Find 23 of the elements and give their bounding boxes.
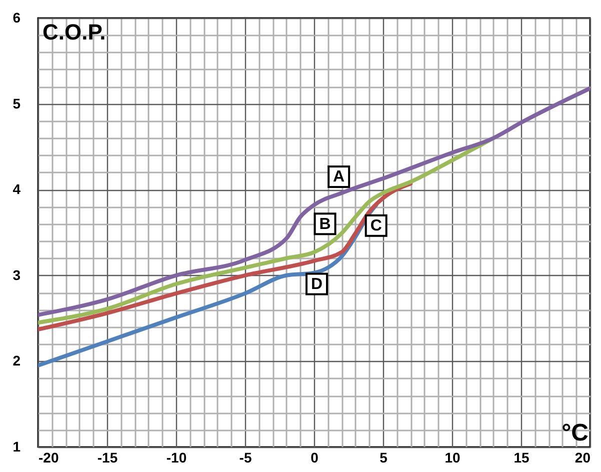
line-series: [38, 86, 590, 317]
y-tick-label: 3: [12, 266, 21, 283]
annotation: B: [319, 216, 331, 233]
y-tick-label: 1: [12, 438, 21, 454]
x-tick-label: 15: [514, 450, 530, 466]
x-tick-label: -10: [166, 450, 187, 466]
y-tick-label: 4: [12, 181, 21, 198]
annotation: A: [333, 168, 346, 186]
x-tick-label: 5: [380, 450, 388, 466]
y-tick-label: 6: [12, 10, 21, 26]
annotation: D: [310, 276, 323, 293]
annotation: C: [370, 218, 382, 235]
y-tick-label: 5: [12, 95, 21, 112]
x-tick-label: 0: [310, 450, 319, 466]
x-axis-title: °C: [562, 420, 588, 446]
x-tick-label: -15: [97, 450, 118, 466]
line-series: [38, 182, 413, 332]
y-tick-label: 2: [12, 352, 21, 369]
x-tick-label: -20: [38, 450, 59, 466]
y-axis-title: C.O.P.: [42, 20, 106, 44]
x-tick-label: 20: [574, 450, 591, 466]
x-tick-label: -5: [239, 450, 252, 466]
x-tick-label: 10: [444, 450, 460, 466]
